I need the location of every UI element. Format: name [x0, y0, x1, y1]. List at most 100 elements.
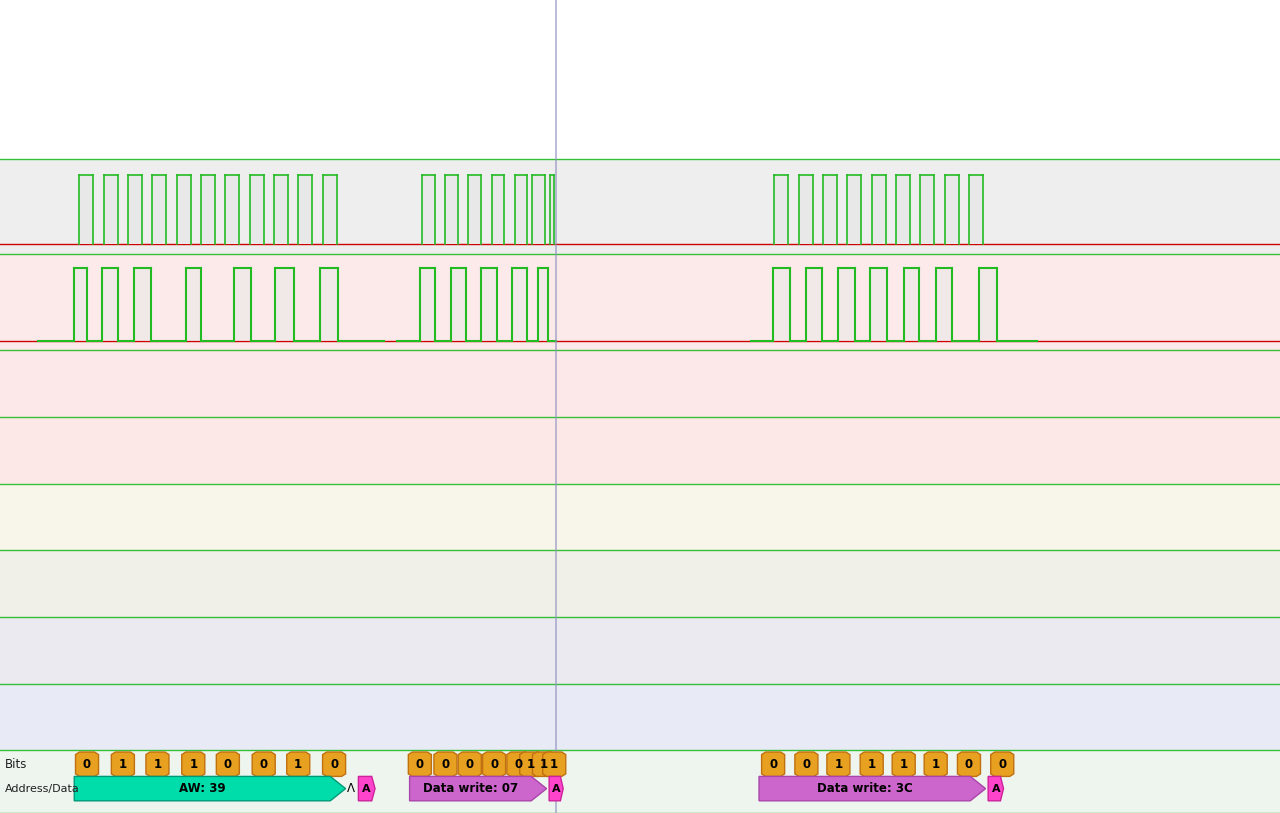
Polygon shape — [759, 776, 986, 801]
Polygon shape — [76, 752, 99, 776]
Polygon shape — [111, 752, 134, 776]
Polygon shape — [507, 752, 530, 776]
Bar — [896, 175, 910, 244]
Bar — [128, 175, 142, 244]
Text: 0: 0 — [224, 758, 232, 771]
Text: Λ: Λ — [347, 782, 355, 795]
Bar — [515, 175, 527, 244]
Polygon shape — [287, 752, 310, 776]
Bar — [445, 175, 458, 244]
Bar — [451, 268, 466, 341]
Bar — [420, 268, 435, 341]
Bar — [0, 750, 1280, 813]
Bar — [969, 175, 983, 244]
Polygon shape — [988, 776, 1004, 801]
Polygon shape — [74, 776, 346, 801]
Text: 0: 0 — [490, 758, 498, 771]
Bar — [904, 268, 919, 341]
Bar — [806, 268, 822, 341]
Bar — [152, 175, 166, 244]
Bar — [134, 268, 151, 341]
Text: Bits: Bits — [5, 758, 27, 771]
Bar — [481, 268, 497, 341]
Bar — [422, 175, 435, 244]
Text: 1: 1 — [550, 758, 558, 771]
Polygon shape — [408, 752, 431, 776]
Text: 0: 0 — [83, 758, 91, 771]
Text: 0: 0 — [416, 758, 424, 771]
Bar — [823, 175, 837, 244]
Bar — [201, 175, 215, 244]
Text: 0: 0 — [769, 758, 777, 771]
Text: 1: 1 — [835, 758, 842, 771]
Text: Address/Data: Address/Data — [5, 784, 79, 793]
Text: 0: 0 — [998, 758, 1006, 771]
Text: 0: 0 — [515, 758, 522, 771]
Text: 1: 1 — [294, 758, 302, 771]
Text: 0: 0 — [330, 758, 338, 771]
Bar — [74, 268, 87, 341]
Text: A: A — [992, 784, 1000, 793]
Polygon shape — [924, 752, 947, 776]
Polygon shape — [458, 752, 481, 776]
Bar — [177, 175, 191, 244]
Polygon shape — [827, 752, 850, 776]
Polygon shape — [957, 752, 980, 776]
Polygon shape — [358, 776, 375, 801]
Polygon shape — [549, 776, 563, 801]
Polygon shape — [182, 752, 205, 776]
Text: 0: 0 — [260, 758, 268, 771]
Bar — [225, 175, 239, 244]
Bar — [468, 175, 481, 244]
Bar — [838, 268, 855, 341]
Bar — [870, 268, 887, 341]
Polygon shape — [860, 752, 883, 776]
Bar — [0, 617, 1280, 684]
Polygon shape — [991, 752, 1014, 776]
Bar — [774, 175, 788, 244]
Polygon shape — [146, 752, 169, 776]
Bar — [0, 417, 1280, 484]
Polygon shape — [892, 752, 915, 776]
Bar — [936, 268, 952, 341]
Polygon shape — [483, 752, 506, 776]
Bar — [320, 268, 338, 341]
Polygon shape — [532, 752, 556, 776]
Bar — [492, 175, 504, 244]
Bar — [538, 268, 548, 341]
Text: Data write: 3C: Data write: 3C — [817, 782, 913, 795]
Text: A: A — [552, 784, 561, 793]
Bar — [773, 268, 790, 341]
Bar — [550, 175, 554, 244]
Bar — [532, 175, 545, 244]
Polygon shape — [762, 752, 785, 776]
Text: 1: 1 — [868, 758, 876, 771]
Bar — [0, 254, 1280, 350]
Text: 0: 0 — [803, 758, 810, 771]
Text: 1: 1 — [154, 758, 161, 771]
Text: Data write: 07: Data write: 07 — [422, 782, 518, 795]
Text: A: A — [362, 784, 371, 793]
Text: 1: 1 — [900, 758, 908, 771]
Bar — [102, 268, 118, 341]
Text: 1: 1 — [527, 758, 535, 771]
Bar — [920, 175, 934, 244]
Polygon shape — [434, 752, 457, 776]
Bar — [0, 159, 1280, 254]
Text: 0: 0 — [466, 758, 474, 771]
Text: 1: 1 — [932, 758, 940, 771]
Bar — [945, 175, 959, 244]
Bar — [0, 350, 1280, 417]
Bar — [79, 175, 93, 244]
Text: AW: 39: AW: 39 — [179, 782, 225, 795]
Bar — [275, 268, 294, 341]
Bar — [104, 175, 118, 244]
Text: 1: 1 — [540, 758, 548, 771]
Bar — [979, 268, 997, 341]
Bar — [0, 550, 1280, 617]
Bar — [186, 268, 201, 341]
Text: 1: 1 — [119, 758, 127, 771]
Polygon shape — [252, 752, 275, 776]
Bar — [799, 175, 813, 244]
Bar — [872, 175, 886, 244]
